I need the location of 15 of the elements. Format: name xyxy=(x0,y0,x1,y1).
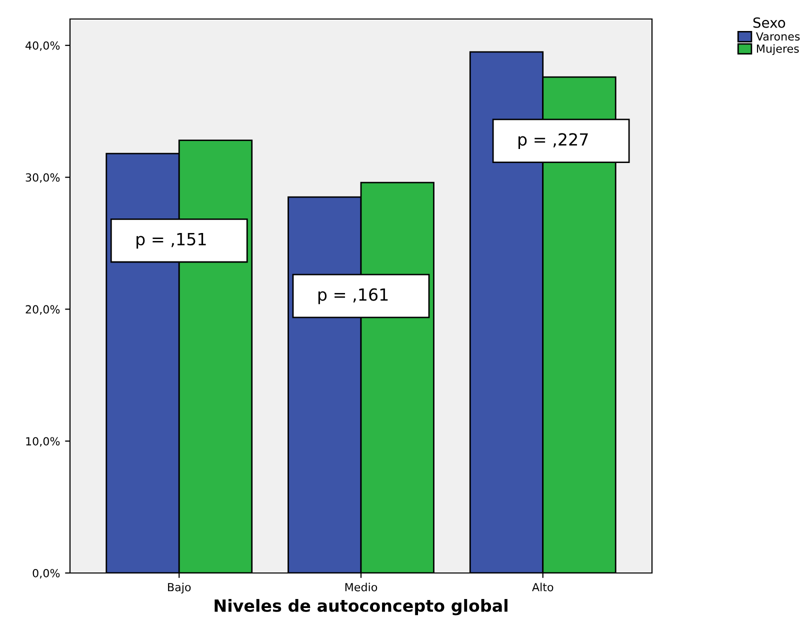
annotation: p = ,227 xyxy=(518,133,588,149)
y-tick-label: 0,0% xyxy=(32,568,60,579)
y-tick-label: 20,0% xyxy=(26,305,60,315)
legend-title: Sexo xyxy=(753,17,786,28)
annotation: p = ,151 xyxy=(136,233,206,249)
x-tick-label: Medio xyxy=(345,582,378,592)
x-tick-label: Alto xyxy=(532,582,554,592)
y-tick-label: 30,0% xyxy=(26,173,60,183)
legend-label: Mujeres xyxy=(756,44,799,55)
annotation: p = ,161 xyxy=(318,288,388,304)
legend-label: Varones xyxy=(756,32,800,41)
y-tick-label: 10,0% xyxy=(26,437,60,447)
y-tick-label: 40,0% xyxy=(26,41,60,51)
x-axis-title: Niveles de autoconcepto global xyxy=(214,599,508,616)
x-tick-label: Bajo xyxy=(168,582,191,594)
